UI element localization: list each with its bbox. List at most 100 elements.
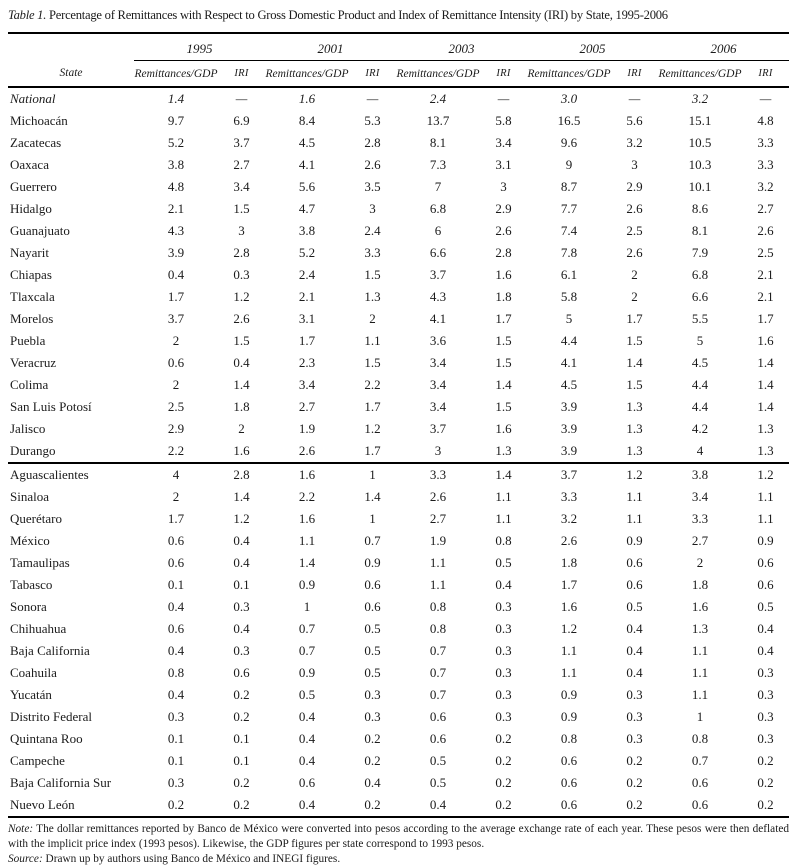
value-cell: 2.8 [233, 245, 250, 260]
value-cell: 0.2 [757, 753, 774, 768]
value-cell: 0.6 [757, 555, 774, 570]
value-cell: 4.8 [167, 179, 185, 194]
value-cell: 1.1 [691, 643, 709, 658]
value-cell: 1.8 [691, 577, 709, 592]
value-cell: 0.3 [757, 687, 774, 702]
value-cell: 4.2 [691, 421, 709, 436]
value-cell: 1.2 [626, 467, 643, 482]
iri-column-header: IRI [611, 60, 658, 88]
value-cell: 2.4 [429, 91, 447, 106]
table-row: Distrito Federal 0.3 0.2 0.4 0.3 0.6 0.3 0.9 0.3… [8, 706, 789, 728]
value-cell: 1.1 [691, 687, 709, 702]
value-cell: 16.5 [557, 113, 581, 128]
value-cell: 0.3 [364, 709, 381, 724]
value-cell: 0.9 [298, 577, 316, 592]
value-cell: 1.6 [298, 511, 316, 526]
value-cell: 1.6 [218, 440, 265, 464]
value-cell: 0.4 [233, 555, 250, 570]
state-name: Jalisco [10, 421, 46, 436]
value-cell: 0.2 [626, 775, 643, 790]
value-cell: 0.2 [757, 775, 774, 790]
value-cell: 0.2 [349, 794, 396, 818]
value-cell: 0.5 [757, 599, 774, 614]
value-cell: 8.6 [691, 201, 709, 216]
value-cell: 0.7 [298, 643, 316, 658]
value-cell: 2.8 [495, 245, 512, 260]
year-header-2003: 2003 [396, 33, 527, 61]
value-cell: 2.9 [495, 201, 512, 216]
value-cell: 5.8 [560, 289, 578, 304]
value-cell: 0.6 [298, 775, 316, 790]
state-name: Quintana Roo [10, 731, 83, 746]
value-cell: 1.3 [691, 621, 709, 636]
value-cell: — [497, 91, 510, 106]
table-row: Tlaxcala 1.7 1.2 2.1 1.3 4.3 1.8 5.8 2 6.6 2.1 [8, 286, 789, 308]
value-cell: 4.7 [298, 201, 316, 216]
value-cell: 3.9 [560, 399, 578, 414]
value-cell: 0.6 [560, 775, 578, 790]
table-body: National 1.4 — 1.6 — 2.4 — 3.0 — 3.2 — Michoacán 9.7… [8, 87, 789, 818]
value-cell: 1.5 [495, 399, 512, 414]
value-cell: 0.3 [495, 643, 512, 658]
value-cell: 0.6 [167, 621, 185, 636]
value-cell: 1.3 [480, 440, 527, 464]
value-cell: 4.1 [298, 157, 316, 172]
value-cell: 1 [303, 599, 311, 614]
value-cell: 0.4 [757, 621, 774, 636]
value-cell: 1.1 [364, 333, 381, 348]
state-name: Nayarit [10, 245, 49, 260]
value-cell: 1.8 [495, 289, 512, 304]
value-cell: 0.3 [626, 731, 643, 746]
table-row: Sonora 0.4 0.3 1 0.6 0.8 0.3 1.6 0.5 1.6 0.5 [8, 596, 789, 618]
table-row: Zacatecas 5.2 3.7 4.5 2.8 8.1 3.4 9.6 3.2 10.5 3.3 [8, 132, 789, 154]
value-cell: 0.8 [167, 665, 185, 680]
value-cell: 3.4 [298, 377, 316, 392]
value-cell: 0.4 [626, 643, 643, 658]
value-cell: 1.5 [364, 267, 381, 282]
value-cell: 0.2 [480, 794, 527, 818]
value-cell: 3.0 [560, 91, 578, 106]
value-cell: 4 [658, 440, 742, 464]
value-cell: 1.6 [298, 467, 316, 482]
value-cell: 0.6 [233, 665, 250, 680]
value-cell: 0.6 [167, 555, 185, 570]
value-cell: 8.7 [560, 179, 578, 194]
state-name: Sinaloa [10, 489, 49, 504]
value-cell: 15.1 [688, 113, 712, 128]
value-cell: 3.7 [560, 467, 578, 482]
table-row: Oaxaca 3.8 2.7 4.1 2.6 7.3 3.1 9 3 10.3 3.3 [8, 154, 789, 176]
value-cell: 0.2 [233, 709, 250, 724]
value-cell: 0.2 [626, 753, 643, 768]
value-cell: 2.6 [560, 533, 578, 548]
value-cell: 0.3 [757, 709, 774, 724]
remittances-gdp-column-header: Remittances/GDP [527, 60, 611, 88]
value-cell: 0.6 [364, 577, 381, 592]
table-row: Nayarit 3.9 2.8 5.2 3.3 6.6 2.8 7.8 2.6 7.9 2.5 [8, 242, 789, 264]
value-cell: 1.2 [364, 421, 381, 436]
remittances-table: 1995 2001 2003 2005 2006 State Remittanc… [8, 32, 789, 818]
value-cell: 2.9 [167, 421, 185, 436]
table-row: Coahuila 0.8 0.6 0.9 0.5 0.7 0.3 1.1 0.4 1.1 0.3 [8, 662, 789, 684]
value-cell: 0.8 [691, 731, 709, 746]
value-cell: 1.1 [626, 489, 643, 504]
table-title-text: Percentage of Remittances with Respect t… [49, 8, 668, 22]
value-cell: 1.6 [495, 421, 512, 436]
value-cell: 2.2 [134, 440, 218, 464]
value-cell: 0.4 [167, 687, 185, 702]
value-cell: 4.3 [429, 289, 447, 304]
value-cell: 0.9 [757, 533, 774, 548]
value-cell: 2 [369, 311, 376, 326]
value-cell: — [628, 91, 641, 106]
year-header-2006: 2006 [658, 33, 789, 61]
value-cell: 1.5 [364, 355, 381, 370]
value-cell: 3 [238, 223, 245, 238]
value-cell: 2.4 [298, 267, 316, 282]
state-name: Colima [10, 377, 49, 392]
value-cell: 8.1 [691, 223, 709, 238]
table-row: Guanajuato 4.3 3 3.8 2.4 6 2.6 7.4 2.5 8.1 2.6 [8, 220, 789, 242]
value-cell: 0.6 [691, 775, 709, 790]
value-cell: 0.4 [298, 753, 316, 768]
value-cell: 5.6 [626, 113, 643, 128]
value-cell: 0.2 [364, 731, 381, 746]
value-cell: 0.2 [742, 794, 789, 818]
